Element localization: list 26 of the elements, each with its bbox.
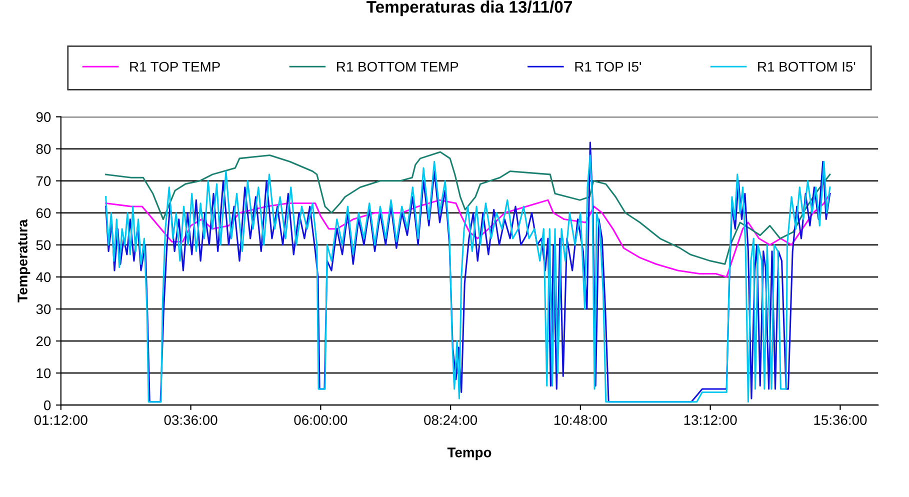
line-series: [105, 192, 831, 278]
x-tick-label: 08:24:00: [424, 415, 478, 425]
y-tick-label: 20: [36, 336, 51, 346]
chart-title: Temperaturas dia 13/11/07: [366, 0, 572, 16]
legend-label: R1 TOP TEMP: [130, 62, 220, 72]
x-axis-title: Tempo: [447, 448, 492, 460]
y-tick-label: 50: [36, 240, 51, 250]
y-tick-label: 10: [36, 368, 51, 378]
legend-label: R1 TOP I5': [575, 62, 641, 72]
line-series: [105, 151, 831, 265]
y-axis-title: Temperatura: [18, 219, 30, 302]
x-tick-label: 10:48:00: [554, 415, 607, 425]
y-tick-label: 90: [36, 112, 51, 122]
legend-label: R1 BOTTOM I5': [758, 62, 856, 72]
y-tick-label: 80: [36, 144, 51, 154]
x-tick-label: 15:36:00: [814, 415, 867, 425]
y-tick-label: 0: [44, 400, 51, 410]
y-tick-label: 60: [36, 208, 51, 218]
x-tick-label: 03:36:00: [164, 415, 218, 425]
x-tick-label: 06:00:00: [294, 415, 348, 425]
y-tick-label: 70: [36, 176, 51, 186]
x-tick-label: 13:12:00: [684, 415, 737, 425]
y-tick-label: 30: [36, 304, 51, 314]
legend-label: R1 BOTTOM TEMP: [337, 62, 458, 72]
y-tick-label: 40: [36, 272, 51, 282]
x-tick-label: 01:12:00: [34, 415, 88, 425]
